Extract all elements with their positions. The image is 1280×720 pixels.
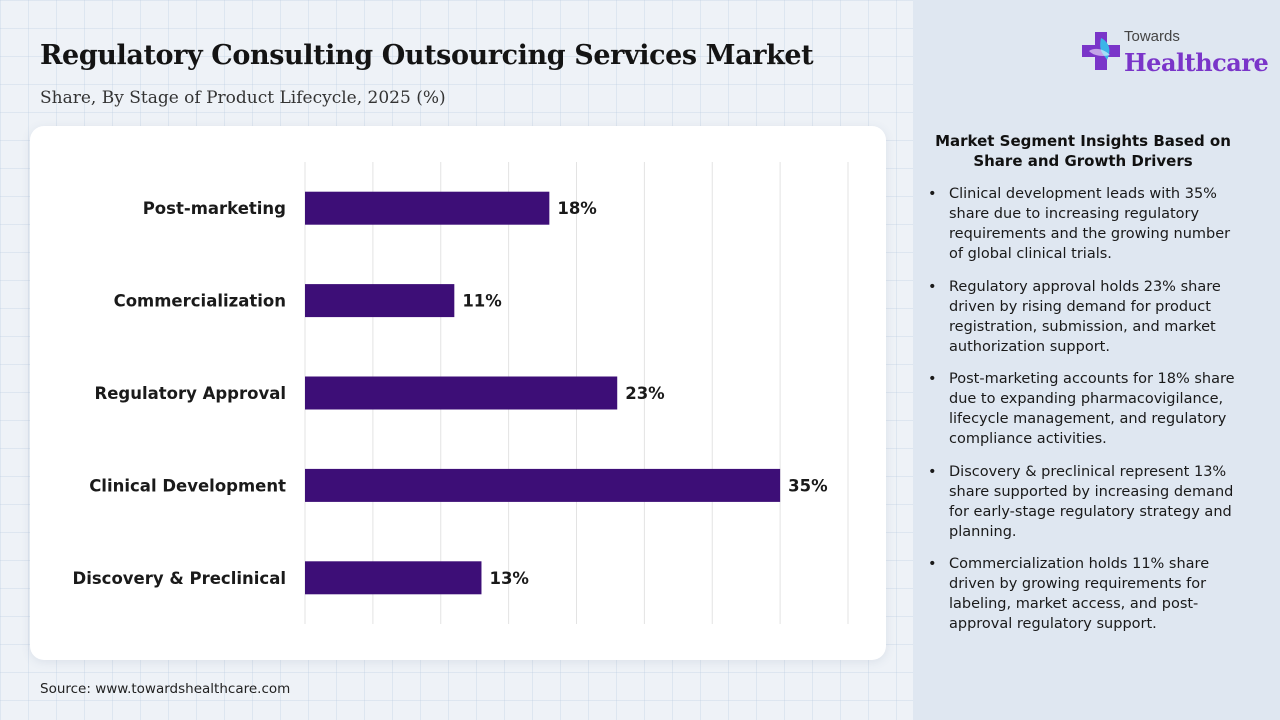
insight-text: Regulatory approval holds 23% share driv…: [949, 278, 1221, 355]
data-label: 23%: [625, 384, 665, 403]
bar-chart: Post-marketing 18% Commercialization 11% Reg…: [73, 162, 849, 624]
category-label: Discovery & Preclinical: [73, 569, 287, 588]
bullet: •: [928, 186, 937, 202]
insights-panel: [913, 0, 1280, 720]
category-label: Regulatory Approval: [94, 384, 286, 403]
insight-text: Discovery & preclinical represent 13% sh…: [949, 463, 1234, 540]
insight-text: Commercialization holds 11% share driven…: [949, 556, 1210, 632]
chart-title: Regulatory Consulting Outsourcing Servic…: [40, 40, 814, 71]
data-label: 18%: [557, 199, 597, 218]
bullet: •: [928, 463, 937, 480]
insight-item: • Regulatory approval holds 23% share dri…: [928, 277, 1240, 357]
insight-item: • Commercialization holds 11% share drive…: [928, 554, 1240, 634]
insight-item: • Discovery & preclinical represent 13% s…: [928, 462, 1240, 542]
data-label: 11%: [462, 292, 502, 311]
logo-top-text: Towards: [1124, 28, 1180, 45]
brand-logo[interactable]: Towards Healthcare: [1080, 28, 1269, 78]
bullet: •: [928, 278, 937, 295]
insight-item: • Clinical development leads with 35% sha…: [928, 184, 1240, 264]
insight-item: • Post-marketing accounts for 18% share d…: [928, 369, 1240, 449]
logo-main-text: Healthcare: [1124, 48, 1269, 77]
category-label: Commercialization: [114, 292, 286, 311]
insights-title: Market Segment Insights Based on Share a…: [935, 132, 1231, 170]
insight-text: Post-marketing accounts for 18% share du…: [949, 371, 1235, 447]
medical-cross-icon: [1082, 32, 1120, 70]
bullet: •: [928, 371, 937, 387]
bullet: •: [928, 556, 937, 572]
bar: [305, 468, 781, 502]
data-label: 35%: [788, 476, 828, 495]
bar: [305, 191, 550, 225]
bar: [305, 284, 455, 318]
bar: [305, 561, 482, 595]
chart-card: Post-marketing 18% Commercialization 11% Reg…: [30, 126, 886, 660]
category-label: Clinical Development: [89, 476, 286, 495]
chart-subtitle: Share, By Stage of Product Lifecycle, 20…: [40, 88, 446, 108]
bar: [305, 376, 618, 410]
insights-list: • Clinical development leads with 35% sha…: [928, 184, 1240, 647]
insight-text: Clinical development leads with 35% shar…: [949, 186, 1231, 262]
data-label: 13%: [489, 569, 529, 588]
category-label: Post-marketing: [143, 199, 286, 218]
source-note: Source: www.towardshealthcare.com: [40, 681, 291, 697]
